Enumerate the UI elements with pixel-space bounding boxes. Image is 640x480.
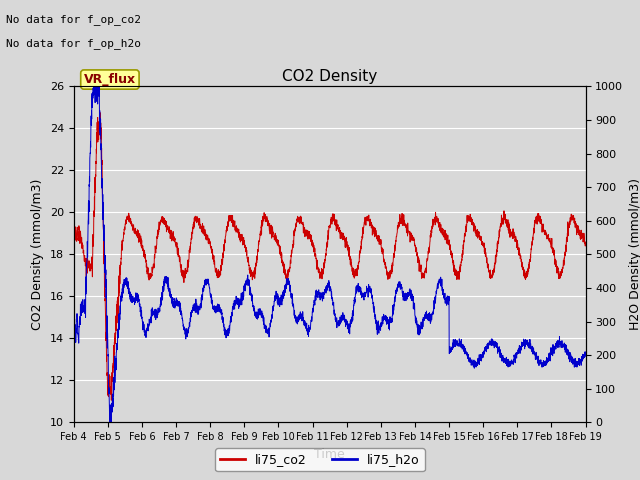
Title: CO2 Density: CO2 Density — [282, 69, 377, 84]
Text: VR_flux: VR_flux — [84, 73, 136, 86]
Y-axis label: H2O Density (mmol/m3): H2O Density (mmol/m3) — [629, 179, 640, 330]
Legend: li75_co2, li75_h2o: li75_co2, li75_h2o — [215, 448, 425, 471]
X-axis label: Time: Time — [314, 448, 345, 461]
Y-axis label: CO2 Density (mmol/m3): CO2 Density (mmol/m3) — [31, 179, 44, 330]
Text: No data for f_op_co2: No data for f_op_co2 — [6, 14, 141, 25]
Text: No data for f_op_h2o: No data for f_op_h2o — [6, 38, 141, 49]
